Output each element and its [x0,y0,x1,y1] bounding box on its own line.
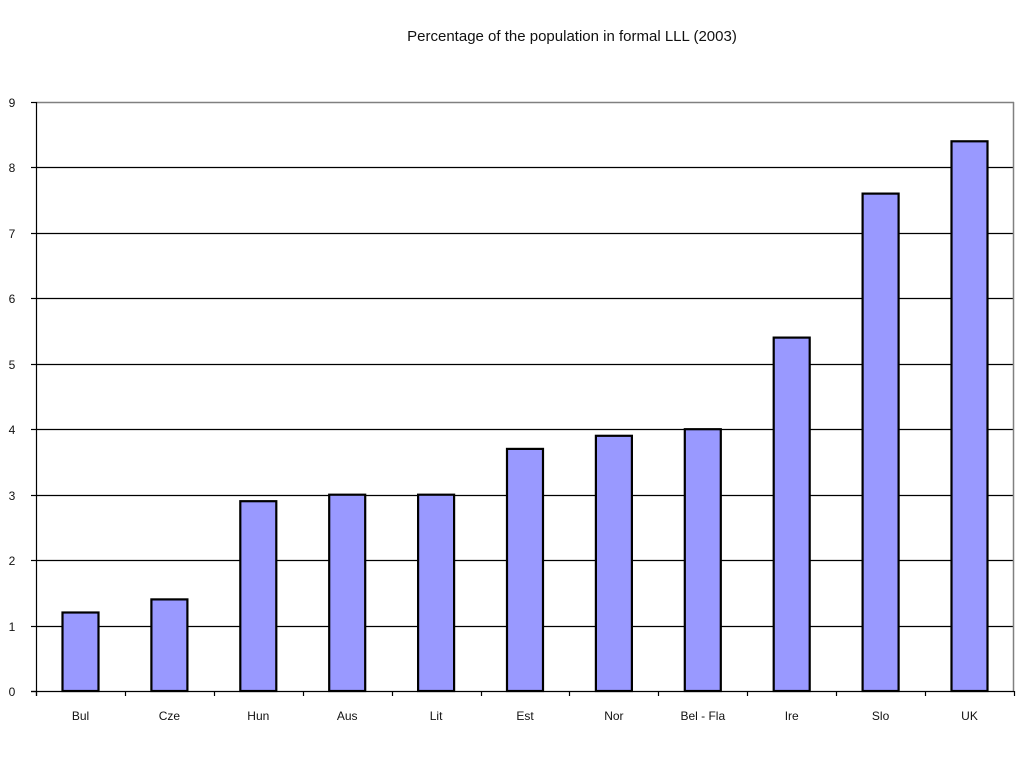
x-tick-label: Aus [337,709,358,723]
x-tick-label: Bul [72,709,89,723]
x-tick-label: Bel - Fla [680,709,725,723]
x-tick-label: Hun [247,709,269,723]
x-tick-label: Cze [159,709,181,723]
y-tick-label: 5 [9,358,16,372]
y-tick-label: 9 [9,96,16,110]
chart-title: Percentage of the population in formal L… [407,28,737,45]
bar [772,336,811,693]
label-layer: 0 1 2 3 4 5 6 7 8 9 Bul Cze Hun Aus Lit Est Nor Bel - Fla… [9,96,978,723]
y-tick-label: 2 [9,554,16,568]
bar [505,447,545,693]
x-tick-label: Nor [604,709,623,723]
axis-layer [31,101,1016,696]
bar [683,428,722,693]
y-tick-label: 6 [9,292,16,306]
y-tick-label: 7 [9,227,16,241]
x-tick-label: Lit [430,709,443,723]
x-tick-label: Slo [872,709,890,723]
y-tick-label: 1 [9,620,16,634]
bar [861,192,900,693]
bar [417,493,456,693]
bar-layer [61,140,989,693]
y-tick-label: 8 [9,161,16,175]
y-tick-label: 0 [9,685,16,699]
bar [61,611,100,693]
y-tick-label: 3 [9,489,16,503]
bar [150,598,189,693]
y-tick-label: 4 [9,423,16,437]
x-tick-label: Est [516,709,534,723]
x-tick-label: UK [961,709,978,723]
bar [239,500,278,693]
bar [594,434,634,693]
bar [950,140,989,693]
bar [328,493,367,693]
x-tick-label: Ire [785,709,799,723]
